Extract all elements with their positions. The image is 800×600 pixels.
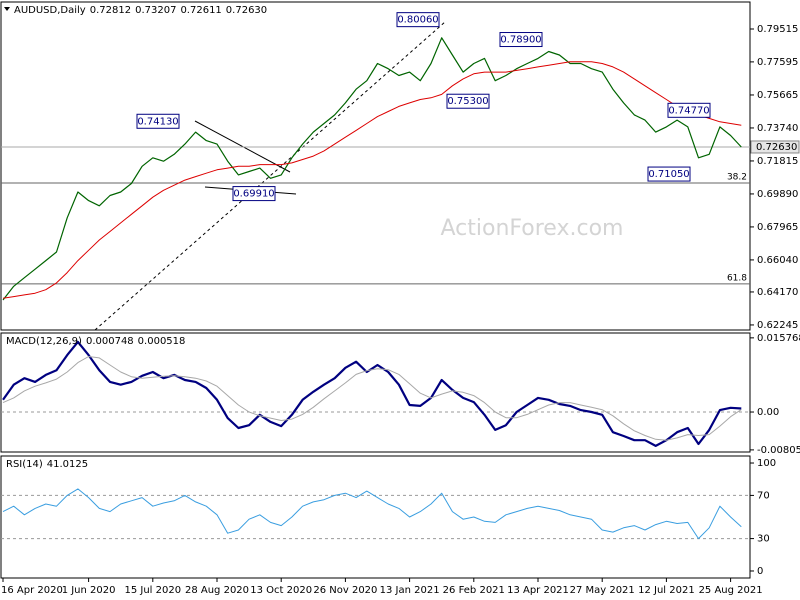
x-tick-label: 13 Jan 2021: [380, 585, 440, 596]
y-tick-label: 70: [757, 490, 770, 501]
price-callout: [647, 166, 691, 182]
price-callout-label: 0.69910: [233, 189, 274, 200]
price-callout: [446, 93, 490, 109]
price-callout: [136, 113, 180, 129]
panel-header: AUDUSD,Daily 0.72812 0.73207 0.72611 0.72630: [14, 5, 267, 16]
price-callout-label: 0.71050: [648, 169, 689, 180]
y-tick-label: 0.73740: [757, 123, 798, 134]
macd-panel-frame: [0, 332, 751, 453]
x-tick-label: 13 Oct 2020: [250, 585, 312, 596]
watermark: ActionForex.com: [441, 216, 624, 241]
menu-triangle: [4, 7, 10, 11]
price-callout-label: 0.78900: [500, 35, 541, 46]
y-tick-label: 0: [757, 566, 763, 577]
fib-label: 61.8: [727, 273, 747, 283]
indicator-reading: 0.000748: [86, 336, 134, 347]
y-tick-label: -0.008053: [757, 445, 800, 456]
y-tick-label: 0.66040: [757, 255, 798, 266]
price-callout: [232, 186, 276, 202]
fib-label: 38.2: [727, 172, 747, 182]
y-tick-label: 30: [757, 534, 770, 545]
series-line: [2, 340, 742, 447]
y-tick-label: 0.79515: [757, 24, 798, 35]
y-tick-label: 0.00: [757, 407, 779, 418]
indicator-reading: 0.000518: [138, 336, 186, 347]
rsi-panel-frame: [0, 455, 751, 579]
x-tick-label: 27 May 2021: [570, 585, 635, 596]
x-tick-label: 16 Apr 2020: [1, 585, 63, 596]
panel-title: MACD(12,26,9): [6, 336, 82, 347]
x-tick-label: 1 Jun 2020: [62, 585, 116, 596]
y-tick-label: 100: [757, 458, 776, 469]
panel-title: RSI(14): [6, 459, 43, 470]
x-tick-label: 15 Jul 2020: [124, 585, 181, 596]
last-price-label: 0.72630: [756, 142, 797, 153]
y-tick-label: 0.77595: [757, 57, 798, 68]
x-tick-label: 28 Aug 2020: [185, 585, 249, 596]
price-callout-label: 0.80060: [397, 15, 438, 26]
price-callout-label: 0.74770: [668, 105, 709, 116]
ohlc-value: 0.73207: [135, 5, 176, 16]
series-line: [2, 61, 742, 299]
panel-title: AUDUSD,Daily: [14, 5, 86, 16]
series-line: [2, 37, 742, 301]
y-tick-label: 0.64170: [757, 287, 798, 298]
y-tick-label: 0.015768: [757, 333, 800, 344]
y-tick-label: 0.67965: [757, 222, 798, 233]
price-callout: [396, 12, 440, 28]
series-line: [2, 488, 742, 540]
x-tick-label: 26 Feb 2021: [443, 585, 505, 596]
price-callout-label: 0.75300: [447, 96, 488, 107]
y-tick-label: 0.62245: [757, 320, 798, 331]
price-panel-frame: [0, 1, 751, 331]
last-price-box: [750, 140, 800, 154]
ohlc-value: 0.72630: [226, 5, 267, 16]
y-tick-label: 0.71815: [757, 156, 798, 167]
x-tick-label: 13 Apr 2021: [507, 585, 569, 596]
ohlc-value: 0.72812: [90, 5, 131, 16]
panel-header: RSI(14) 41.0125: [6, 459, 88, 470]
indicator-reading: 41.0125: [47, 459, 88, 470]
panel-header: MACD(12,26,9) 0.000748 0.000518: [6, 336, 185, 347]
y-tick-label: 0.69890: [757, 189, 798, 200]
price-callout-label: 0.74130: [137, 116, 178, 127]
ohlc-value: 0.72611: [180, 5, 221, 16]
series-line: [2, 356, 742, 441]
x-tick-label: 25 Aug 2021: [699, 585, 763, 596]
y-tick-label: 0.75665: [757, 90, 798, 101]
x-tick-label: 26 Nov 2020: [313, 585, 377, 596]
price-callout: [499, 32, 543, 48]
x-tick-label: 12 Jul 2021: [638, 585, 695, 596]
price-callout: [667, 102, 711, 118]
